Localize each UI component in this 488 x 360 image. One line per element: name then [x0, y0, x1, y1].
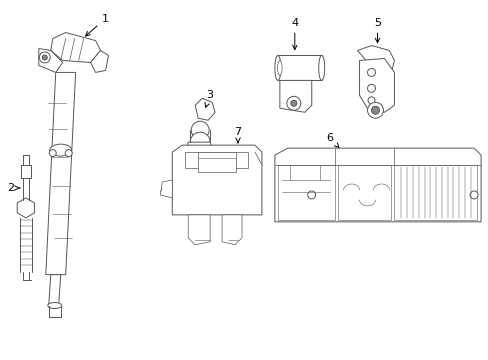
Text: 6: 6 — [325, 133, 338, 147]
Circle shape — [367, 68, 375, 76]
Polygon shape — [160, 180, 172, 198]
Polygon shape — [277, 55, 321, 80]
Polygon shape — [195, 98, 215, 120]
Text: 5: 5 — [373, 18, 380, 42]
Circle shape — [290, 100, 296, 106]
Text: 2: 2 — [7, 183, 20, 193]
Polygon shape — [185, 142, 215, 162]
Ellipse shape — [277, 60, 282, 75]
Circle shape — [286, 96, 300, 110]
Polygon shape — [188, 215, 210, 245]
Polygon shape — [39, 49, 62, 72]
Ellipse shape — [274, 55, 280, 80]
Polygon shape — [172, 145, 262, 215]
Polygon shape — [279, 80, 311, 112]
Polygon shape — [90, 50, 108, 72]
Circle shape — [469, 191, 477, 199]
Polygon shape — [274, 148, 480, 222]
Polygon shape — [49, 275, 61, 305]
Circle shape — [65, 150, 72, 157]
Polygon shape — [337, 165, 390, 220]
Bar — [198, 152, 236, 172]
Polygon shape — [359, 58, 394, 112]
Circle shape — [367, 102, 383, 118]
Polygon shape — [17, 198, 34, 218]
Circle shape — [39, 52, 50, 63]
Polygon shape — [222, 215, 242, 245]
Polygon shape — [51, 32, 101, 62]
Polygon shape — [277, 165, 334, 220]
Polygon shape — [394, 165, 476, 220]
Polygon shape — [185, 152, 247, 168]
Circle shape — [194, 151, 206, 163]
Circle shape — [367, 97, 374, 104]
Polygon shape — [46, 72, 76, 275]
Circle shape — [191, 121, 209, 139]
Circle shape — [371, 106, 379, 114]
Circle shape — [42, 55, 47, 60]
Ellipse shape — [48, 302, 61, 309]
Text: 4: 4 — [291, 18, 298, 50]
Circle shape — [49, 150, 56, 157]
Text: 1: 1 — [85, 14, 109, 36]
Circle shape — [367, 84, 375, 92]
Ellipse shape — [318, 55, 324, 80]
Circle shape — [307, 191, 315, 199]
Polygon shape — [357, 45, 394, 78]
Text: 3: 3 — [204, 90, 213, 107]
Circle shape — [190, 132, 210, 152]
Ellipse shape — [50, 144, 72, 156]
Text: 7: 7 — [234, 127, 241, 143]
